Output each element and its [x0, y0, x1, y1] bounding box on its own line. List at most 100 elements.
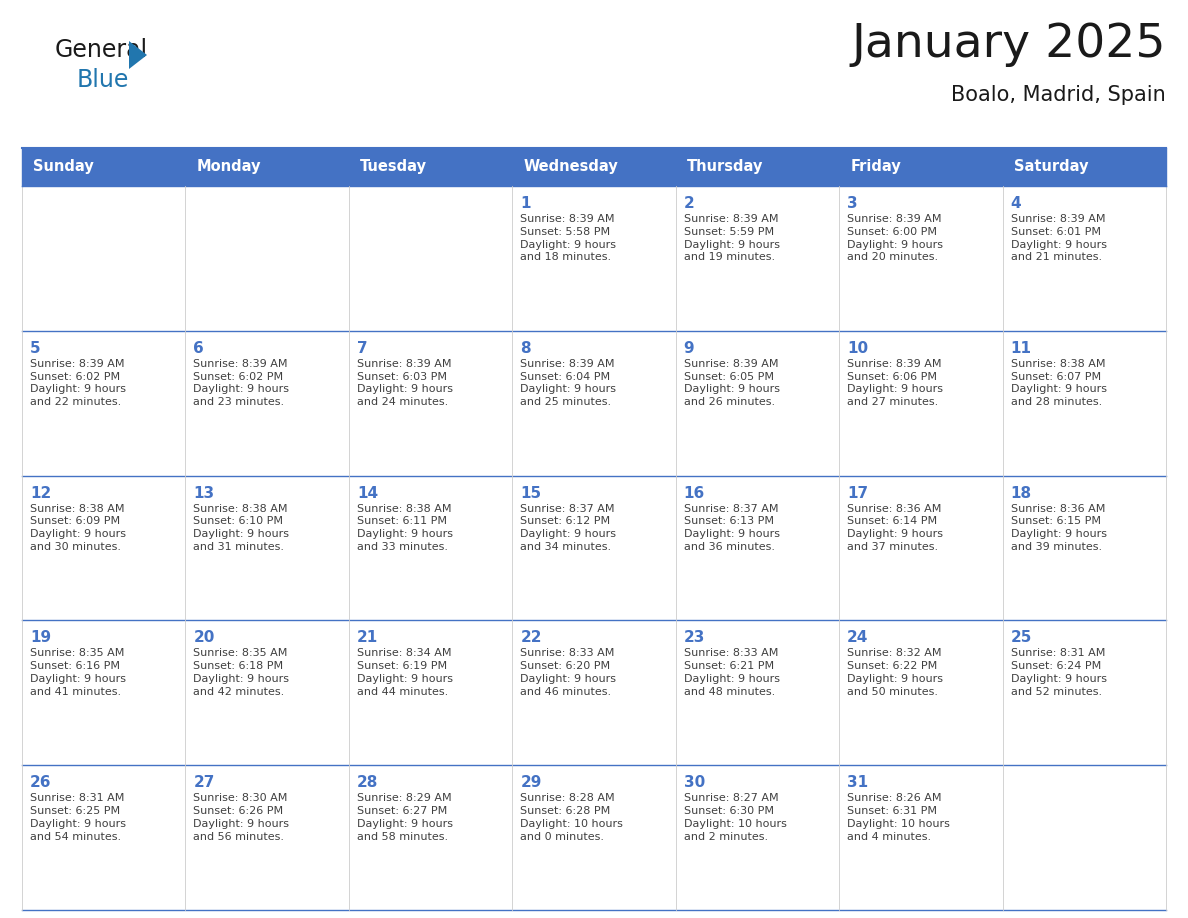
- Text: Sunrise: 8:39 AM
Sunset: 6:05 PM
Daylight: 9 hours
and 26 minutes.: Sunrise: 8:39 AM Sunset: 6:05 PM Dayligh…: [684, 359, 779, 408]
- Text: 9: 9: [684, 341, 694, 356]
- Text: 5: 5: [30, 341, 40, 356]
- Text: 30: 30: [684, 775, 704, 790]
- Polygon shape: [129, 41, 147, 69]
- Bar: [185, 186, 349, 330]
- Bar: [512, 330, 676, 476]
- Bar: [185, 330, 349, 476]
- Bar: [349, 766, 512, 910]
- Text: 14: 14: [356, 486, 378, 500]
- Bar: [185, 621, 349, 766]
- Text: 11: 11: [1011, 341, 1031, 356]
- Text: 7: 7: [356, 341, 367, 356]
- Text: Sunrise: 8:39 AM
Sunset: 6:01 PM
Daylight: 9 hours
and 21 minutes.: Sunrise: 8:39 AM Sunset: 6:01 PM Dayligh…: [1011, 214, 1106, 263]
- Text: Sunrise: 8:39 AM
Sunset: 6:00 PM
Daylight: 9 hours
and 20 minutes.: Sunrise: 8:39 AM Sunset: 6:00 PM Dayligh…: [847, 214, 943, 263]
- Bar: [839, 621, 1003, 766]
- Text: Sunrise: 8:37 AM
Sunset: 6:12 PM
Daylight: 9 hours
and 34 minutes.: Sunrise: 8:37 AM Sunset: 6:12 PM Dayligh…: [520, 504, 617, 552]
- Bar: [1003, 330, 1165, 476]
- Text: Sunrise: 8:38 AM
Sunset: 6:07 PM
Daylight: 9 hours
and 28 minutes.: Sunrise: 8:38 AM Sunset: 6:07 PM Dayligh…: [1011, 359, 1106, 408]
- Text: Sunrise: 8:32 AM
Sunset: 6:22 PM
Daylight: 9 hours
and 50 minutes.: Sunrise: 8:32 AM Sunset: 6:22 PM Dayligh…: [847, 648, 943, 697]
- Text: Boalo, Madrid, Spain: Boalo, Madrid, Spain: [952, 85, 1165, 105]
- Bar: [1003, 766, 1165, 910]
- Text: Sunrise: 8:39 AM
Sunset: 6:04 PM
Daylight: 9 hours
and 25 minutes.: Sunrise: 8:39 AM Sunset: 6:04 PM Dayligh…: [520, 359, 617, 408]
- Text: 24: 24: [847, 631, 868, 645]
- Text: 6: 6: [194, 341, 204, 356]
- Text: Sunrise: 8:35 AM
Sunset: 6:16 PM
Daylight: 9 hours
and 41 minutes.: Sunrise: 8:35 AM Sunset: 6:16 PM Dayligh…: [30, 648, 126, 697]
- Bar: [1003, 186, 1165, 330]
- Text: Sunrise: 8:38 AM
Sunset: 6:09 PM
Daylight: 9 hours
and 30 minutes.: Sunrise: 8:38 AM Sunset: 6:09 PM Dayligh…: [30, 504, 126, 552]
- Bar: [349, 148, 512, 186]
- Text: Sunrise: 8:31 AM
Sunset: 6:24 PM
Daylight: 9 hours
and 52 minutes.: Sunrise: 8:31 AM Sunset: 6:24 PM Dayligh…: [1011, 648, 1106, 697]
- Text: Sunrise: 8:39 AM
Sunset: 5:59 PM
Daylight: 9 hours
and 19 minutes.: Sunrise: 8:39 AM Sunset: 5:59 PM Dayligh…: [684, 214, 779, 263]
- Text: 25: 25: [1011, 631, 1032, 645]
- Text: 10: 10: [847, 341, 868, 356]
- Text: 17: 17: [847, 486, 868, 500]
- Text: Sunrise: 8:28 AM
Sunset: 6:28 PM
Daylight: 10 hours
and 0 minutes.: Sunrise: 8:28 AM Sunset: 6:28 PM Dayligh…: [520, 793, 624, 842]
- Text: Sunrise: 8:39 AM
Sunset: 6:03 PM
Daylight: 9 hours
and 24 minutes.: Sunrise: 8:39 AM Sunset: 6:03 PM Dayligh…: [356, 359, 453, 408]
- Bar: [512, 621, 676, 766]
- Text: 18: 18: [1011, 486, 1031, 500]
- Text: Saturday: Saturday: [1015, 160, 1088, 174]
- Text: Sunrise: 8:29 AM
Sunset: 6:27 PM
Daylight: 9 hours
and 58 minutes.: Sunrise: 8:29 AM Sunset: 6:27 PM Dayligh…: [356, 793, 453, 842]
- Text: Sunrise: 8:39 AM
Sunset: 6:02 PM
Daylight: 9 hours
and 22 minutes.: Sunrise: 8:39 AM Sunset: 6:02 PM Dayligh…: [30, 359, 126, 408]
- Bar: [839, 186, 1003, 330]
- Text: 2: 2: [684, 196, 695, 211]
- Bar: [1003, 148, 1165, 186]
- Text: Wednesday: Wednesday: [524, 160, 619, 174]
- Bar: [185, 476, 349, 621]
- Bar: [676, 621, 839, 766]
- Text: Sunrise: 8:33 AM
Sunset: 6:21 PM
Daylight: 9 hours
and 48 minutes.: Sunrise: 8:33 AM Sunset: 6:21 PM Dayligh…: [684, 648, 779, 697]
- Bar: [512, 476, 676, 621]
- Text: Tuesday: Tuesday: [360, 160, 428, 174]
- Bar: [1003, 476, 1165, 621]
- Bar: [23, 476, 185, 621]
- Bar: [349, 476, 512, 621]
- Text: Sunrise: 8:34 AM
Sunset: 6:19 PM
Daylight: 9 hours
and 44 minutes.: Sunrise: 8:34 AM Sunset: 6:19 PM Dayligh…: [356, 648, 453, 697]
- Bar: [676, 476, 839, 621]
- Bar: [185, 148, 349, 186]
- Text: Sunrise: 8:26 AM
Sunset: 6:31 PM
Daylight: 10 hours
and 4 minutes.: Sunrise: 8:26 AM Sunset: 6:31 PM Dayligh…: [847, 793, 950, 842]
- Text: 20: 20: [194, 631, 215, 645]
- Bar: [23, 148, 185, 186]
- Text: Sunrise: 8:39 AM
Sunset: 5:58 PM
Daylight: 9 hours
and 18 minutes.: Sunrise: 8:39 AM Sunset: 5:58 PM Dayligh…: [520, 214, 617, 263]
- Bar: [839, 476, 1003, 621]
- Text: 29: 29: [520, 775, 542, 790]
- Text: Sunrise: 8:39 AM
Sunset: 6:02 PM
Daylight: 9 hours
and 23 minutes.: Sunrise: 8:39 AM Sunset: 6:02 PM Dayligh…: [194, 359, 290, 408]
- Text: 27: 27: [194, 775, 215, 790]
- Bar: [839, 766, 1003, 910]
- Text: Thursday: Thursday: [687, 160, 764, 174]
- Text: 31: 31: [847, 775, 868, 790]
- Text: Sunrise: 8:27 AM
Sunset: 6:30 PM
Daylight: 10 hours
and 2 minutes.: Sunrise: 8:27 AM Sunset: 6:30 PM Dayligh…: [684, 793, 786, 842]
- Text: Blue: Blue: [77, 68, 129, 92]
- Text: 3: 3: [847, 196, 858, 211]
- Bar: [23, 621, 185, 766]
- Text: 13: 13: [194, 486, 215, 500]
- Text: Monday: Monday: [197, 160, 261, 174]
- Text: Sunrise: 8:38 AM
Sunset: 6:11 PM
Daylight: 9 hours
and 33 minutes.: Sunrise: 8:38 AM Sunset: 6:11 PM Dayligh…: [356, 504, 453, 552]
- Text: 1: 1: [520, 196, 531, 211]
- Bar: [676, 186, 839, 330]
- Bar: [512, 148, 676, 186]
- Bar: [349, 330, 512, 476]
- Text: General: General: [55, 38, 148, 62]
- Text: Sunrise: 8:36 AM
Sunset: 6:15 PM
Daylight: 9 hours
and 39 minutes.: Sunrise: 8:36 AM Sunset: 6:15 PM Dayligh…: [1011, 504, 1106, 552]
- Bar: [349, 186, 512, 330]
- Bar: [676, 330, 839, 476]
- Text: 28: 28: [356, 775, 378, 790]
- Bar: [1003, 621, 1165, 766]
- Text: 8: 8: [520, 341, 531, 356]
- Text: 19: 19: [30, 631, 51, 645]
- Bar: [23, 330, 185, 476]
- Text: 15: 15: [520, 486, 542, 500]
- Bar: [23, 766, 185, 910]
- Text: Sunrise: 8:39 AM
Sunset: 6:06 PM
Daylight: 9 hours
and 27 minutes.: Sunrise: 8:39 AM Sunset: 6:06 PM Dayligh…: [847, 359, 943, 408]
- Bar: [349, 621, 512, 766]
- Text: Sunrise: 8:38 AM
Sunset: 6:10 PM
Daylight: 9 hours
and 31 minutes.: Sunrise: 8:38 AM Sunset: 6:10 PM Dayligh…: [194, 504, 290, 552]
- Text: 21: 21: [356, 631, 378, 645]
- Bar: [23, 186, 185, 330]
- Text: 12: 12: [30, 486, 51, 500]
- Bar: [512, 766, 676, 910]
- Text: January 2025: January 2025: [852, 22, 1165, 67]
- Bar: [185, 766, 349, 910]
- Text: Sunrise: 8:35 AM
Sunset: 6:18 PM
Daylight: 9 hours
and 42 minutes.: Sunrise: 8:35 AM Sunset: 6:18 PM Dayligh…: [194, 648, 290, 697]
- Bar: [839, 330, 1003, 476]
